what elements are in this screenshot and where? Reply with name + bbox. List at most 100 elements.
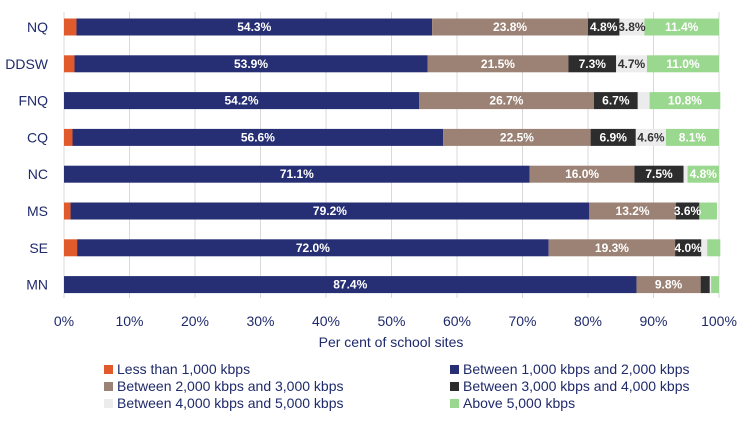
bar-segment	[701, 239, 708, 257]
category-label: MN	[26, 277, 48, 293]
category-label: SE	[29, 240, 48, 256]
bar-segment	[72, 128, 444, 146]
category-label: NC	[28, 166, 48, 182]
data-label: 4.0%	[675, 241, 703, 255]
bar-segment	[427, 55, 569, 73]
data-label: 9.8%	[655, 278, 683, 292]
data-label: 53.9%	[234, 57, 268, 71]
x-tick-label: 20%	[181, 313, 209, 329]
bar-segment	[665, 128, 719, 146]
data-label: 10.8%	[668, 94, 702, 108]
data-label: 3.8%	[618, 20, 646, 34]
x-tick-label: 90%	[639, 313, 667, 329]
data-label: 79.2%	[313, 204, 347, 218]
bar-segment	[548, 239, 676, 257]
bar-segment	[76, 18, 433, 36]
data-label: 87.4%	[333, 278, 367, 292]
legend-swatch	[450, 365, 459, 374]
x-tick-label: 60%	[443, 313, 471, 329]
bar-segment	[711, 276, 719, 294]
data-label: 11.4%	[665, 20, 699, 34]
bar-segment	[687, 165, 719, 183]
x-axis-title: Per cent of school sites	[319, 334, 464, 350]
x-tick-label: 100%	[701, 313, 737, 329]
bar-segment	[675, 202, 700, 220]
bar-segment	[699, 202, 718, 220]
bar-segment	[616, 55, 647, 73]
category-label: FNQ	[18, 93, 48, 109]
bar-segment	[709, 276, 712, 294]
bar-segment	[64, 18, 77, 36]
legend-label: Between 1,000 kbps and 2,000 kbps	[463, 361, 690, 377]
bar-segment	[70, 202, 590, 220]
bar-segment	[646, 55, 719, 73]
x-tick-label: 40%	[312, 313, 340, 329]
bar-segment	[700, 276, 710, 294]
legend-swatch	[104, 365, 113, 374]
bar-segment	[649, 92, 721, 110]
data-label: 11.0%	[666, 57, 700, 71]
x-tick-label: 80%	[574, 313, 602, 329]
bar-segment	[634, 165, 684, 183]
data-label: 4.6%	[637, 130, 665, 144]
bar-segment	[64, 55, 75, 73]
bar-segment	[64, 239, 78, 257]
legend: Less than 1,000 kbps Between 1,000 kbps a…	[104, 361, 690, 411]
bar-segment	[675, 239, 702, 257]
bar-segment	[74, 55, 428, 73]
legend-label: Between 2,000 kbps and 3,000 kbps	[117, 378, 344, 394]
x-tick-label: 0%	[54, 313, 74, 329]
data-label: 13.2%	[616, 204, 650, 218]
bar-segment	[443, 128, 591, 146]
data-label: 16.0%	[565, 167, 599, 181]
data-label: 23.8%	[493, 20, 527, 34]
x-tick-label: 70%	[508, 313, 536, 329]
bar-segment	[683, 165, 688, 183]
category-labels: NQ DDSW FNQ CQ NC MS SE MN	[5, 19, 49, 293]
legend-label: Above 5,000 kbps	[463, 395, 575, 411]
legend-swatch	[450, 399, 459, 408]
bar-segment	[64, 276, 637, 294]
data-label: 7.3%	[579, 57, 607, 71]
bar-segment	[64, 128, 73, 146]
bar-segment	[419, 92, 594, 110]
bar-segment	[589, 202, 676, 220]
data-label: 7.5%	[645, 167, 673, 181]
data-label: 6.7%	[602, 94, 630, 108]
data-label: 8.1%	[679, 130, 707, 144]
data-label: 4.7%	[618, 57, 646, 71]
data-labels: 54.3% 23.8% 4.8% 3.8% 11.4%53.9% 21.5% 7.3% 4.7…	[224, 20, 717, 292]
bar-segment	[64, 165, 530, 183]
data-label: 26.7%	[489, 94, 523, 108]
bar-segment	[635, 128, 666, 146]
data-label: 72.0%	[296, 241, 330, 255]
bar-segment	[588, 18, 620, 36]
x-tick-label: 50%	[377, 313, 405, 329]
data-label: 22.5%	[500, 130, 534, 144]
legend-label: Between 3,000 kbps and 4,000 kbps	[463, 378, 690, 394]
bar-segment	[529, 165, 635, 183]
data-label: 54.2%	[224, 94, 258, 108]
data-label: 3.6%	[674, 204, 702, 218]
data-label: 21.5%	[481, 57, 515, 71]
legend-swatch	[450, 382, 459, 391]
data-label: 4.8%	[690, 167, 718, 181]
bar-segment	[590, 128, 636, 146]
x-tick-labels: 0% 10% 20% 30% 40% 50% 60% 70% 80% 90% 100%	[54, 313, 737, 329]
data-label: 71.1%	[280, 167, 314, 181]
bar-segment	[636, 276, 701, 294]
category-label: MS	[27, 203, 48, 219]
bar-segment	[637, 92, 650, 110]
category-label: DDSW	[5, 56, 49, 72]
bar-segment	[64, 202, 71, 220]
data-label: 19.3%	[595, 241, 629, 255]
bars	[64, 18, 721, 294]
bar-segment	[644, 18, 719, 36]
legend-label: Less than 1,000 kbps	[117, 361, 250, 377]
data-label: 4.8%	[590, 20, 618, 34]
bar-segment	[593, 92, 638, 110]
legend-swatch	[104, 382, 113, 391]
category-label: NQ	[27, 19, 48, 35]
x-tick-label: 10%	[115, 313, 143, 329]
